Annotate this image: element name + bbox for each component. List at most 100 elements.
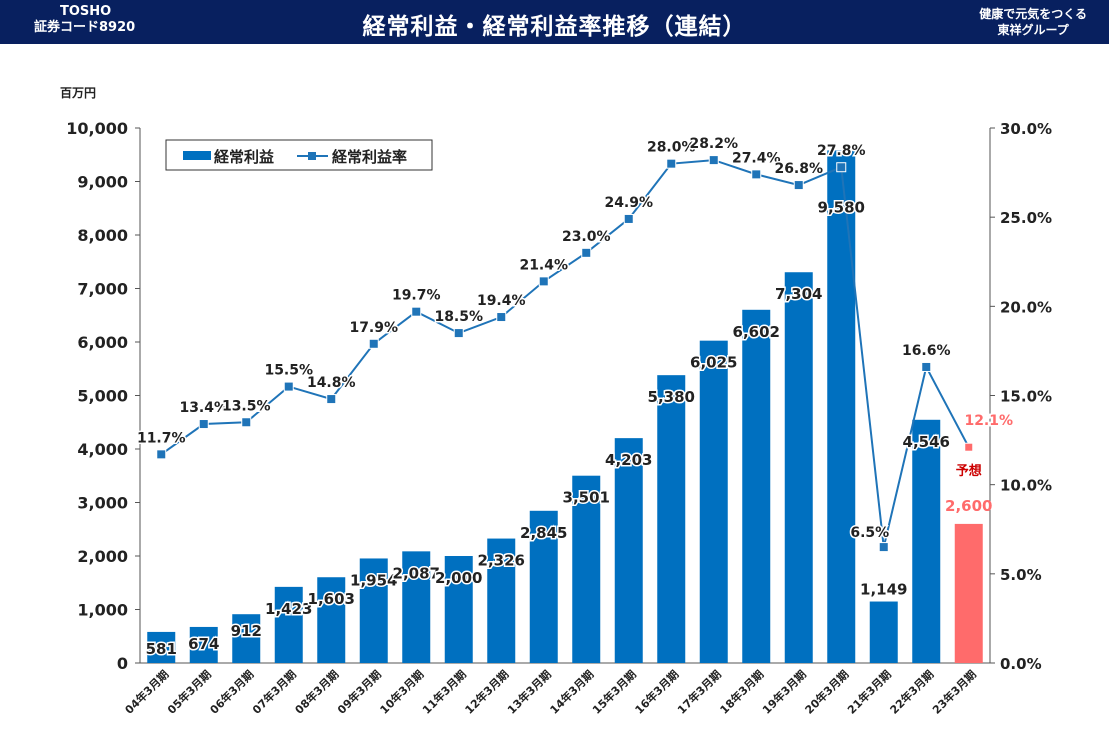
bar-value-label: 1,603 <box>308 590 355 608</box>
company-brand: TOSHO 証券コード8920 <box>34 4 135 36</box>
category-label: 04年3月期 <box>122 667 171 716</box>
category-label: 15年3月期 <box>589 667 638 716</box>
bar-value-label: 9,580 <box>818 198 865 216</box>
rate-marker-2 <box>198 419 209 430</box>
bar-10 <box>529 510 558 663</box>
category-label: 11年3月期 <box>419 667 468 716</box>
rate-marker-9 <box>496 312 507 323</box>
rate-value-label: 16.6% <box>902 343 951 359</box>
rate-value-label: 24.9% <box>604 195 653 211</box>
y-left-tick-label: 5,000 <box>77 387 128 406</box>
rate-value-label: 18.5% <box>434 309 483 325</box>
bar-value-label: 2,087 <box>393 564 440 582</box>
rate-marker-20 <box>964 442 974 452</box>
bar-value-label: 5,380 <box>648 388 695 406</box>
rate-marker-19 <box>921 361 932 372</box>
slogan-line-1: 健康で元気をつくる <box>979 7 1087 21</box>
bar-value-label: 2,600 <box>945 497 992 515</box>
company-slogan: 健康で元気をつくる 東祥グループ <box>979 6 1087 38</box>
bar-6 <box>359 558 388 663</box>
header-banner: TOSHO 証券コード8920 経常利益・経常利益率推移（連結） 健康で元気をつ… <box>0 0 1109 44</box>
stock-code: 証券コード8920 <box>34 20 136 35</box>
category-label: 06年3月期 <box>207 667 256 716</box>
bar-value-label: 1,149 <box>860 581 907 599</box>
category-label: 10年3月期 <box>377 667 426 716</box>
rate-value-label: 27.8% <box>817 143 866 159</box>
category-label: 22年3月期 <box>887 667 936 716</box>
rate-marker-8 <box>453 328 464 339</box>
rate-marker-16 <box>793 180 804 191</box>
y-left-tick-label: 2,000 <box>77 547 128 566</box>
bar-value-label: 7,304 <box>775 285 822 303</box>
y-left-tick-label: 1,000 <box>77 601 128 620</box>
rate-value-label: 14.8% <box>307 375 356 391</box>
category-label: 23年3月期 <box>929 667 978 716</box>
rate-marker-13 <box>666 158 677 169</box>
y-left-tick-label: 7,000 <box>77 280 128 299</box>
rate-marker-3 <box>241 417 252 428</box>
rate-value-label: 27.4% <box>732 150 781 166</box>
y-right-tick-label: 20.0% <box>1000 298 1052 316</box>
bar-12 <box>614 438 643 663</box>
page-title: 経常利益・経常利益率推移（連結） <box>362 14 747 40</box>
y-right-tick-label: 5.0% <box>1000 566 1042 584</box>
category-label: 16年3月期 <box>632 667 681 716</box>
bar-value-label: 4,546 <box>903 433 950 451</box>
bar-9 <box>487 538 516 663</box>
bar-1 <box>147 631 176 663</box>
slogan-line-2: 東祥グループ <box>997 23 1069 37</box>
bar-20 <box>954 523 983 663</box>
category-label: 21年3月期 <box>844 667 893 716</box>
category-label: 08年3月期 <box>292 667 341 716</box>
rate-marker-1 <box>156 449 167 460</box>
company-name: TOSHO <box>60 4 112 19</box>
bar-11 <box>572 475 601 663</box>
rate-marker-15 <box>751 169 762 180</box>
rate-marker-12 <box>623 213 634 224</box>
rate-value-label: 21.4% <box>519 257 568 273</box>
bar-19 <box>912 419 941 663</box>
bar-value-label: 1,954 <box>350 571 397 589</box>
category-label: 14年3月期 <box>547 667 596 716</box>
rate-value-label: 26.8% <box>774 161 823 177</box>
y-right-tick-label: 15.0% <box>1000 388 1052 406</box>
bar-16 <box>784 272 813 663</box>
legend-bar-label: 経常利益 <box>214 148 274 166</box>
rate-marker-18 <box>878 542 889 553</box>
y-left-tick-label: 0 <box>117 654 128 673</box>
y-left-tick-label: 9,000 <box>77 173 128 192</box>
y-right-tick-label: 25.0% <box>1000 209 1052 227</box>
rate-value-label: 28.0% <box>647 140 696 156</box>
y-left-tick-label: 4,000 <box>77 440 128 459</box>
rate-marker-5 <box>326 394 337 405</box>
rate-value-label: 23.0% <box>562 229 611 245</box>
y-right-tick-label: 0.0% <box>1000 655 1042 673</box>
category-label: 12年3月期 <box>462 667 511 716</box>
bar-2 <box>189 626 218 663</box>
rate-value-label: 11.7% <box>137 430 186 446</box>
rate-marker-7 <box>411 306 422 317</box>
legend-line-label: 経常利益率 <box>332 148 407 166</box>
bar-value-label: 2,000 <box>435 569 482 587</box>
rate-marker-4 <box>283 381 294 392</box>
forecast-label: 予想 <box>956 463 982 479</box>
category-label: 07年3月期 <box>249 667 298 716</box>
rate-value-label: 17.9% <box>349 320 398 336</box>
bar-3 <box>232 614 261 663</box>
rate-value-label: 28.2% <box>689 136 738 152</box>
bar-5 <box>317 577 346 663</box>
rate-line <box>160 159 970 548</box>
category-label: 18年3月期 <box>717 667 766 716</box>
bar-value-label: 674 <box>188 635 219 653</box>
rate-marker-14 <box>708 155 719 166</box>
bar-value-label: 4,203 <box>605 451 652 469</box>
y-left-tick-label: 6,000 <box>77 333 128 352</box>
y-right-tick-label: 30.0% <box>1000 120 1052 138</box>
category-label: 19年3月期 <box>759 667 808 716</box>
rate-marker-17 <box>836 162 847 173</box>
rate-marker-6 <box>368 338 379 349</box>
legend-line-marker <box>308 152 316 160</box>
y-unit-label: 百万円 <box>60 86 96 100</box>
bar-value-label: 2,845 <box>520 524 567 542</box>
y-left-tick-label: 3,000 <box>77 494 128 513</box>
